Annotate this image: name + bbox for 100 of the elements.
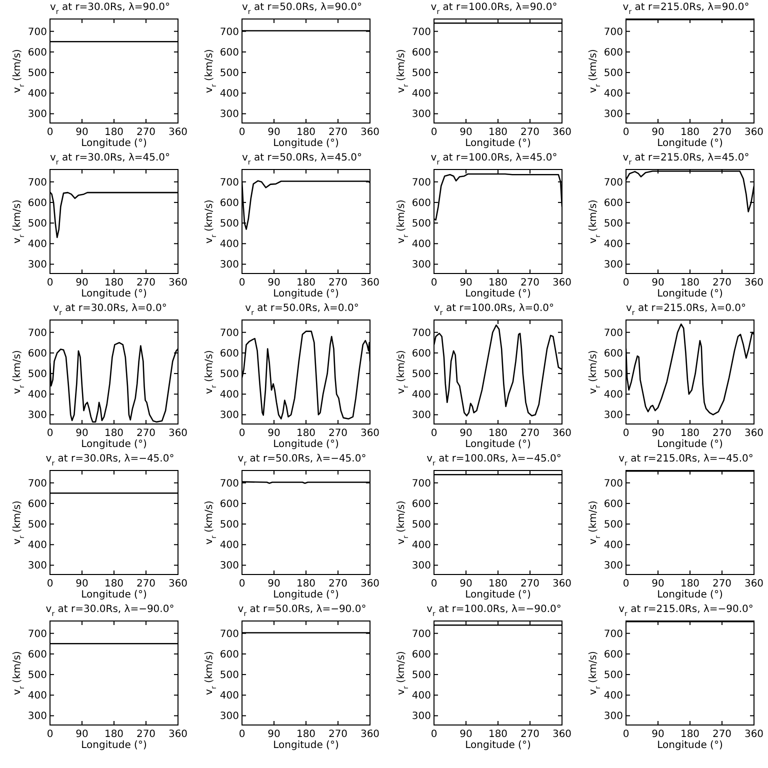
x-tick-label: 0 [622, 578, 630, 590]
x-tick-label: 90 [268, 278, 280, 288]
x-tick-label: 360 [360, 127, 380, 138]
y-tick-label: 500 [220, 218, 239, 230]
x-axis-title: Longitude (°) [657, 288, 723, 300]
chart-title: v$_{r}$ at r=100.0Rs, λ=90.0° [430, 2, 558, 16]
x-axis-title: Longitude (°) [273, 288, 339, 300]
y-tick-label: 600 [412, 498, 431, 510]
y-tick-label: 600 [28, 47, 47, 58]
x-tick-label: 180 [488, 428, 508, 439]
x-tick-label: 90 [76, 278, 88, 288]
y-tick-label: 700 [220, 328, 239, 339]
chart-title: v$_{r}$ at r=100.0Rs, λ=45.0° [430, 152, 558, 166]
chart-title: v$_{r}$ at r=30.0Rs, λ=−45.0° [46, 454, 174, 468]
y-tick-label: 400 [412, 540, 431, 552]
y-tick-label: 400 [220, 239, 239, 250]
x-tick-label: 90 [268, 127, 280, 138]
y-tick-label: 600 [604, 348, 623, 360]
y-tick-label: 500 [412, 670, 431, 682]
x-tick-label: 180 [680, 127, 700, 138]
y-tick-label: 300 [604, 260, 623, 271]
x-tick-label: 270 [712, 729, 732, 740]
x-tick-label: 0 [622, 729, 630, 740]
x-tick-label: 360 [360, 578, 380, 590]
x-tick-label: 180 [296, 278, 316, 288]
x-tick-label: 90 [460, 729, 472, 740]
y-tick-label: 700 [28, 177, 47, 188]
y-tick-label: 400 [412, 239, 431, 250]
x-tick-label: 270 [136, 278, 156, 288]
x-tick-label: 90 [652, 278, 664, 288]
x-tick-label: 90 [76, 127, 88, 138]
y-tick-label: 400 [220, 390, 239, 401]
x-tick-label: 180 [296, 729, 316, 740]
chart-title: v$_{r}$ at r=215.0Rs, λ=−90.0° [618, 604, 754, 618]
y-tick-label: 500 [412, 218, 431, 230]
x-tick-label: 90 [76, 578, 88, 590]
y-tick-label: 600 [220, 498, 239, 510]
x-tick-label: 90 [652, 578, 664, 590]
y-tick-label: 700 [220, 628, 239, 640]
x-tick-label: 90 [268, 428, 280, 439]
y-tick-label: 600 [412, 348, 431, 360]
x-tick-label: 180 [296, 578, 316, 590]
chart-title: v$_{r}$ at r=215.0Rs, λ=90.0° [622, 2, 750, 16]
y-tick-label: 700 [412, 478, 431, 490]
x-axis-title: Longitude (°) [81, 138, 147, 149]
y-tick-label: 700 [604, 177, 623, 188]
chart-title: v$_{r}$ at r=50.0Rs, λ=−45.0° [238, 454, 366, 468]
y-tick-label: 400 [604, 390, 623, 401]
y-tick-label: 300 [412, 260, 431, 271]
x-tick-label: 270 [328, 278, 348, 288]
chart-title: v$_{r}$ at r=50.0Rs, λ=−90.0° [238, 604, 366, 618]
x-tick-label: 90 [652, 428, 664, 439]
y-tick-label: 600 [604, 198, 623, 209]
y-tick-label: 600 [220, 47, 239, 58]
y-tick-label: 300 [28, 260, 47, 271]
x-tick-label: 90 [460, 578, 472, 590]
x-tick-label: 270 [520, 578, 540, 590]
y-tick-label: 600 [220, 198, 239, 209]
y-tick-label: 500 [28, 68, 47, 80]
y-tick-label: 500 [220, 369, 239, 380]
y-tick-label: 500 [412, 520, 431, 531]
x-tick-label: 360 [168, 127, 188, 138]
x-tick-label: 0 [238, 729, 246, 740]
x-tick-label: 270 [328, 428, 348, 439]
x-tick-label: 360 [744, 729, 764, 740]
x-axis-title: Longitude (°) [657, 740, 723, 751]
x-axis-title: Longitude (°) [465, 439, 531, 450]
x-tick-label: 360 [360, 428, 380, 439]
y-tick-label: 500 [220, 520, 239, 531]
x-tick-label: 0 [430, 428, 438, 439]
x-tick-label: 90 [268, 729, 280, 740]
x-tick-label: 360 [360, 729, 380, 740]
y-tick-label: 700 [412, 26, 431, 38]
chart-title: v$_{r}$ at r=50.0Rs, λ=45.0° [242, 152, 362, 166]
x-tick-label: 270 [520, 428, 540, 439]
x-tick-label: 0 [238, 278, 246, 288]
x-tick-label: 270 [328, 127, 348, 138]
y-tick-label: 300 [604, 560, 623, 572]
chart-title: v$_{r}$ at r=30.0Rs, λ=0.0° [53, 303, 167, 317]
x-axis-title: Longitude (°) [81, 439, 147, 450]
x-axis-title: Longitude (°) [81, 590, 147, 600]
y-tick-label: 300 [220, 410, 239, 422]
y-tick-label: 500 [28, 369, 47, 380]
y-tick-label: 500 [28, 670, 47, 682]
y-tick-label: 600 [28, 198, 47, 209]
x-tick-label: 270 [328, 578, 348, 590]
x-tick-label: 180 [296, 428, 316, 439]
x-tick-label: 180 [104, 127, 124, 138]
x-tick-label: 180 [104, 278, 124, 288]
y-tick-label: 500 [604, 670, 623, 682]
x-tick-label: 90 [460, 428, 472, 439]
y-tick-label: 300 [412, 109, 431, 120]
x-tick-label: 0 [430, 127, 438, 138]
y-tick-label: 700 [220, 177, 239, 188]
x-tick-label: 180 [104, 729, 124, 740]
x-tick-label: 360 [360, 278, 380, 288]
y-tick-label: 300 [220, 260, 239, 271]
y-tick-label: 500 [412, 68, 431, 80]
x-tick-label: 180 [488, 578, 508, 590]
x-axis-title: Longitude (°) [273, 740, 339, 751]
